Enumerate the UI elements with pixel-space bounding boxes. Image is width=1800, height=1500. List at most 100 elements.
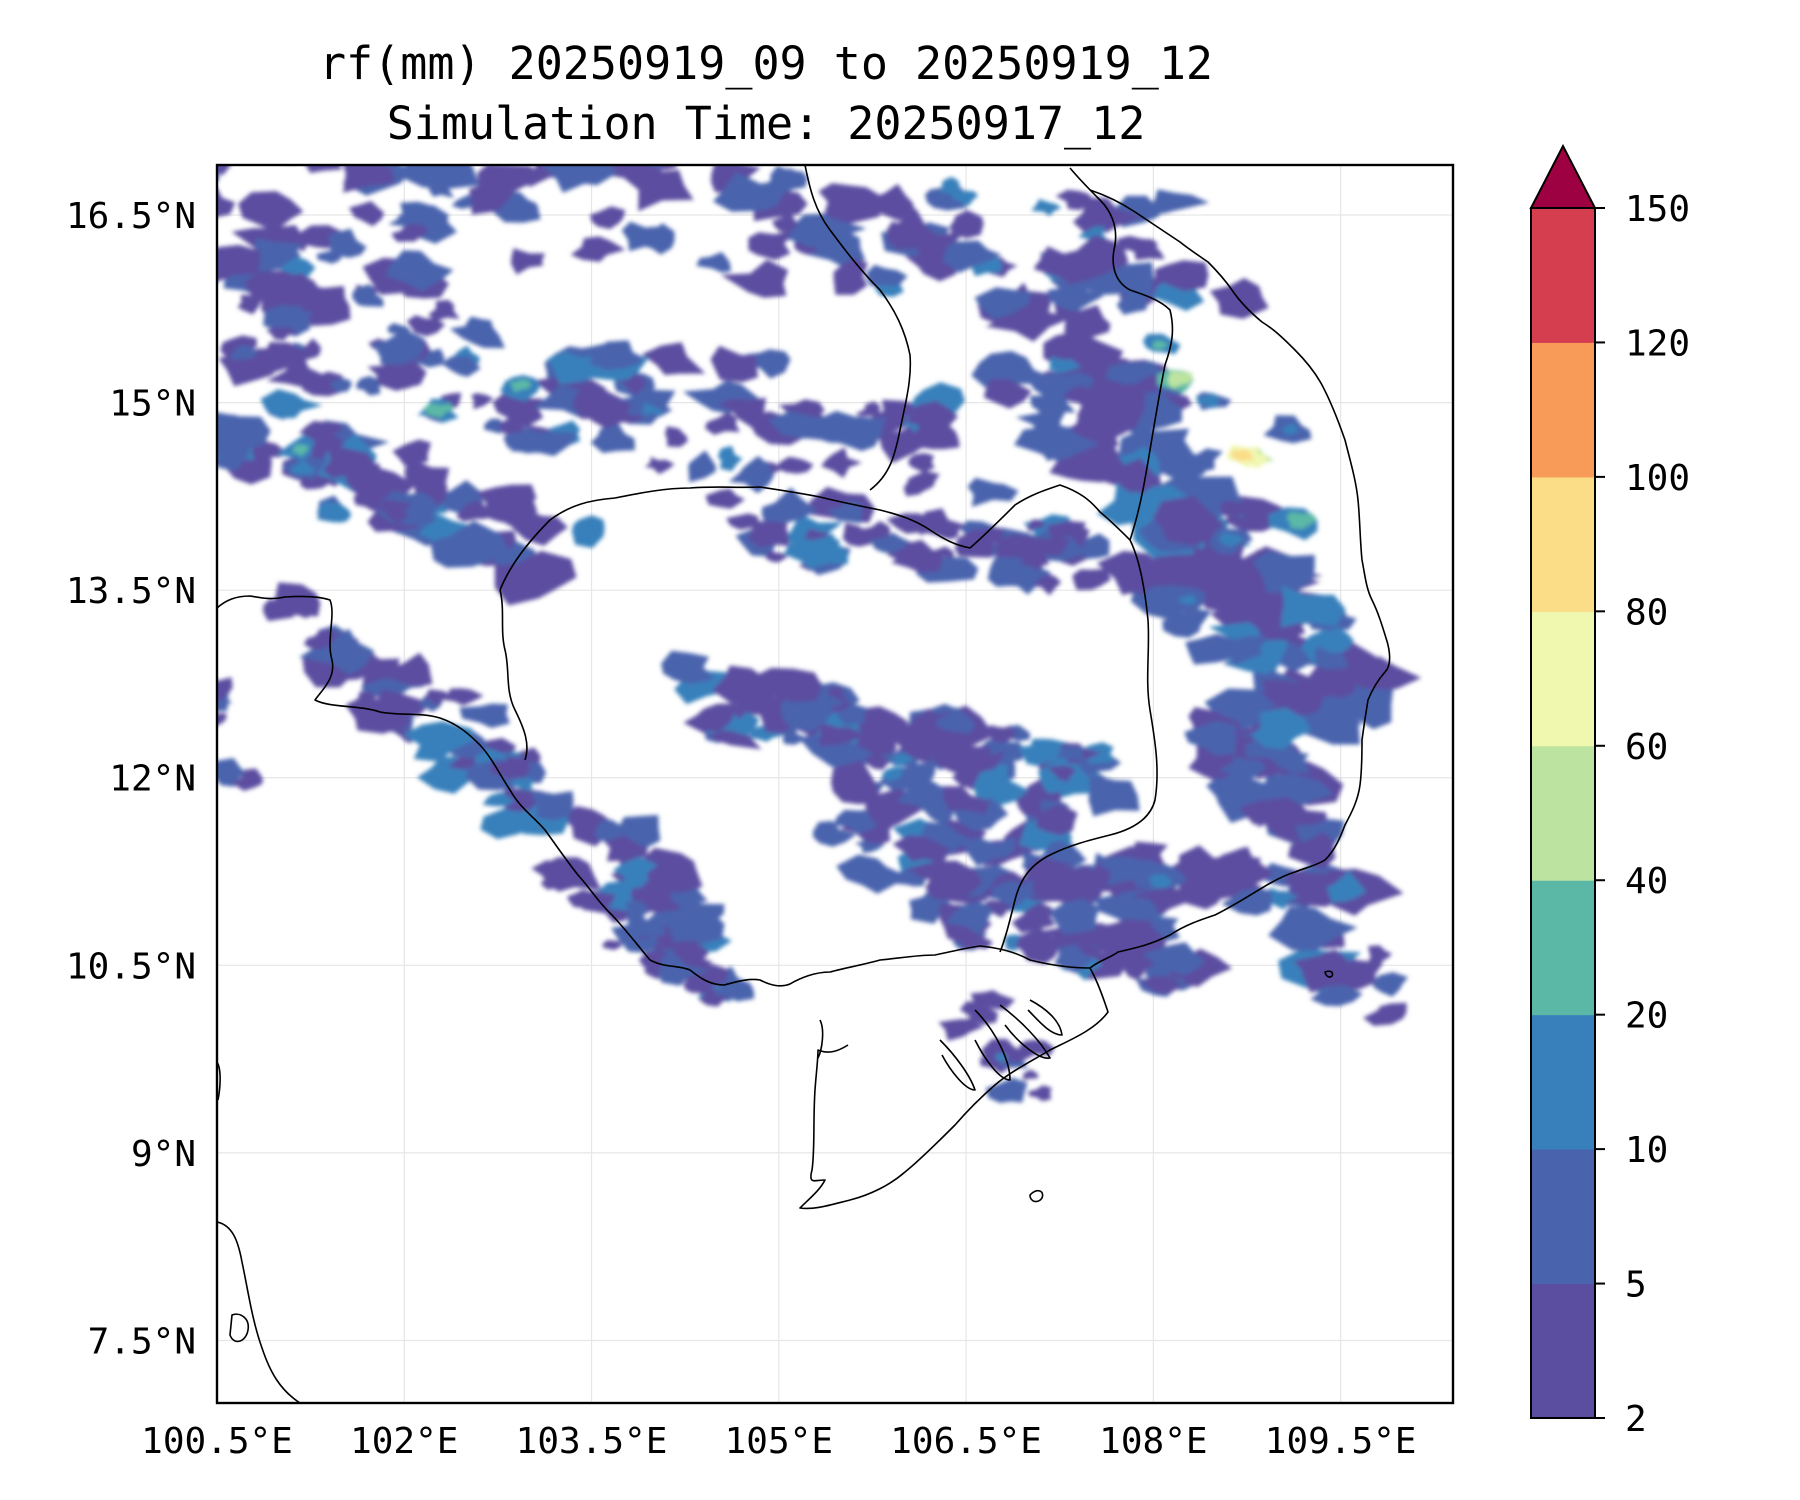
rain-cell xyxy=(1088,773,1140,817)
rain-cell xyxy=(1167,371,1192,389)
rain-cell xyxy=(971,351,1038,388)
rain-cell xyxy=(665,426,688,447)
border-thai-cambodia xyxy=(499,486,971,591)
rain-cell xyxy=(484,418,506,434)
rain-cell xyxy=(402,721,474,762)
rain-cell xyxy=(1218,757,1267,780)
colorbar-label: 10 xyxy=(1625,1130,1668,1171)
rain-cell xyxy=(718,397,767,428)
rain-cell xyxy=(492,389,544,428)
mekong-channel-4 xyxy=(939,1039,976,1091)
rain-cell xyxy=(1005,570,1041,595)
rain-cell xyxy=(836,704,867,726)
rain-cell xyxy=(958,1017,979,1027)
rain-cell xyxy=(1326,870,1367,903)
colorbar-label: 40 xyxy=(1625,861,1668,902)
rain-cell xyxy=(217,244,261,282)
rain-cell xyxy=(904,400,958,430)
rain-cell xyxy=(621,165,694,212)
rain-cell xyxy=(1140,440,1209,484)
mekong-channel-1 xyxy=(974,1009,1011,1081)
map-area xyxy=(132,144,1453,1403)
rain-cell xyxy=(818,183,885,224)
colorbar-label: 150 xyxy=(1625,189,1690,230)
rain-cell xyxy=(950,190,979,207)
rain-cell xyxy=(430,520,508,568)
rain-cell xyxy=(713,172,784,212)
rain-cell xyxy=(1119,962,1145,981)
rain-cell xyxy=(970,527,1005,546)
colorbar-label: 5 xyxy=(1625,1265,1647,1306)
colorbar-segment xyxy=(1531,342,1595,478)
rain-cell xyxy=(356,376,381,396)
rain-cell xyxy=(378,499,413,523)
rain-cell xyxy=(1171,564,1228,593)
rain-cell xyxy=(955,530,997,558)
y-tick-label: 16.5°N xyxy=(66,196,196,237)
rain-cell xyxy=(892,835,951,863)
y-tick-label: 12°N xyxy=(109,759,196,800)
rain-cell xyxy=(316,250,342,264)
rain-cell xyxy=(1280,585,1346,628)
rain-cell xyxy=(780,694,833,732)
rain-cell xyxy=(578,889,616,913)
rain-cell xyxy=(1036,803,1078,836)
rain-cell xyxy=(850,417,886,434)
rain-cell xyxy=(952,797,1009,831)
rain-cell xyxy=(266,326,297,341)
rain-cell xyxy=(541,879,562,889)
coastlines-borders xyxy=(217,165,1391,1403)
rain-cell xyxy=(1049,898,1100,935)
rain-cell xyxy=(771,212,798,233)
rain-cell xyxy=(229,345,258,360)
rain-cell xyxy=(728,455,774,494)
rain-cell xyxy=(696,252,732,273)
rain-cell xyxy=(243,270,305,302)
rain-cell xyxy=(656,933,674,946)
mekong-channel-2 xyxy=(999,1004,1051,1059)
island-phu-quoc xyxy=(817,1019,824,1059)
rain-cell xyxy=(1134,239,1165,261)
rain-cell xyxy=(371,329,424,365)
rain-cell xyxy=(1155,260,1209,292)
rain-cell xyxy=(1056,745,1087,762)
border-vietnam-cambodia xyxy=(999,539,1158,953)
rain-cell xyxy=(726,513,759,530)
rain-cell xyxy=(768,168,804,196)
rain-cell xyxy=(349,201,385,227)
rain-cell xyxy=(963,836,1016,867)
map-frame xyxy=(215,163,1455,1405)
rain-cell xyxy=(1141,942,1206,976)
border-thai-laos xyxy=(804,165,912,491)
rain-cell xyxy=(263,599,294,622)
rain-cell xyxy=(217,166,220,182)
rain-cell xyxy=(932,546,955,559)
rain-cell xyxy=(984,900,1014,918)
rain-cell xyxy=(132,295,191,333)
chart-title: rf(mm) 20250919_09 to 20250919_12 xyxy=(318,37,1214,90)
rain-cell xyxy=(833,809,880,834)
rain-cell xyxy=(1183,865,1265,908)
rain-cell xyxy=(271,144,305,164)
rain-cell xyxy=(238,191,304,232)
rain-cell xyxy=(1079,382,1124,400)
x-tick-label: 105°E xyxy=(725,1421,833,1462)
rain-cell xyxy=(217,187,236,218)
rain-cell xyxy=(1027,1085,1052,1102)
rain-cell xyxy=(907,470,940,491)
rain-cell xyxy=(423,403,454,418)
rain-cell xyxy=(541,165,617,193)
rain-cell xyxy=(1046,765,1076,782)
rain-cell xyxy=(510,431,577,457)
rain-cell xyxy=(723,711,760,736)
rain-cell xyxy=(386,652,433,687)
rain-cell xyxy=(891,539,943,573)
rain-cell xyxy=(670,953,714,973)
colorbar-label: 120 xyxy=(1625,323,1690,364)
x-tick-label: 102°E xyxy=(350,1421,458,1462)
rain-cell xyxy=(857,521,891,541)
rain-cell xyxy=(782,726,807,745)
rain-cell xyxy=(1031,857,1071,875)
